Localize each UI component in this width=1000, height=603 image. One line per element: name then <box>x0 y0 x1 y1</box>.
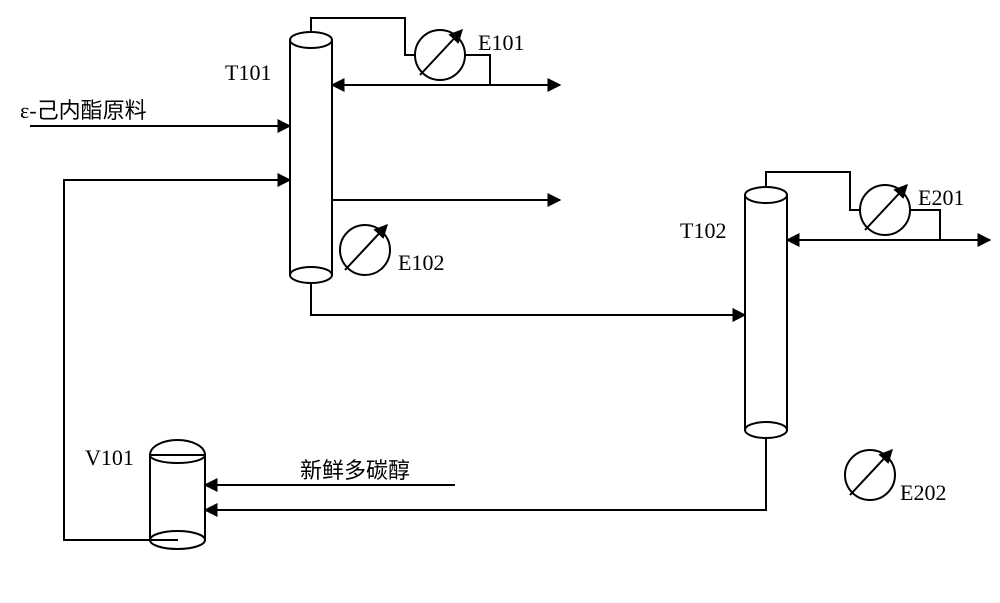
label-v101: V101 <box>85 445 134 470</box>
line-t101-bot-to-t102 <box>311 283 745 315</box>
label-e202: E202 <box>900 480 946 505</box>
label-fresh-alcohol: 新鲜多碳醇 <box>300 458 410 483</box>
label-t102: T102 <box>680 218 726 243</box>
column-t101 <box>290 32 332 283</box>
label-e102: E102 <box>398 250 444 275</box>
label-t101: T101 <box>225 60 271 85</box>
vessel-v101 <box>150 440 205 549</box>
label-e101: E101 <box>478 30 524 55</box>
label-feed: ε-己内酯原料 <box>20 98 147 123</box>
exchanger-e102 <box>340 225 390 275</box>
exchanger-e101 <box>415 30 465 80</box>
line-t102-bot-to-v101 <box>205 438 766 510</box>
exchanger-e202 <box>845 450 895 500</box>
exchanger-e201 <box>860 185 910 235</box>
column-t102 <box>745 187 787 438</box>
label-e201: E201 <box>918 185 964 210</box>
line-e201-reflux <box>787 210 940 240</box>
line-e101-reflux <box>332 55 490 85</box>
